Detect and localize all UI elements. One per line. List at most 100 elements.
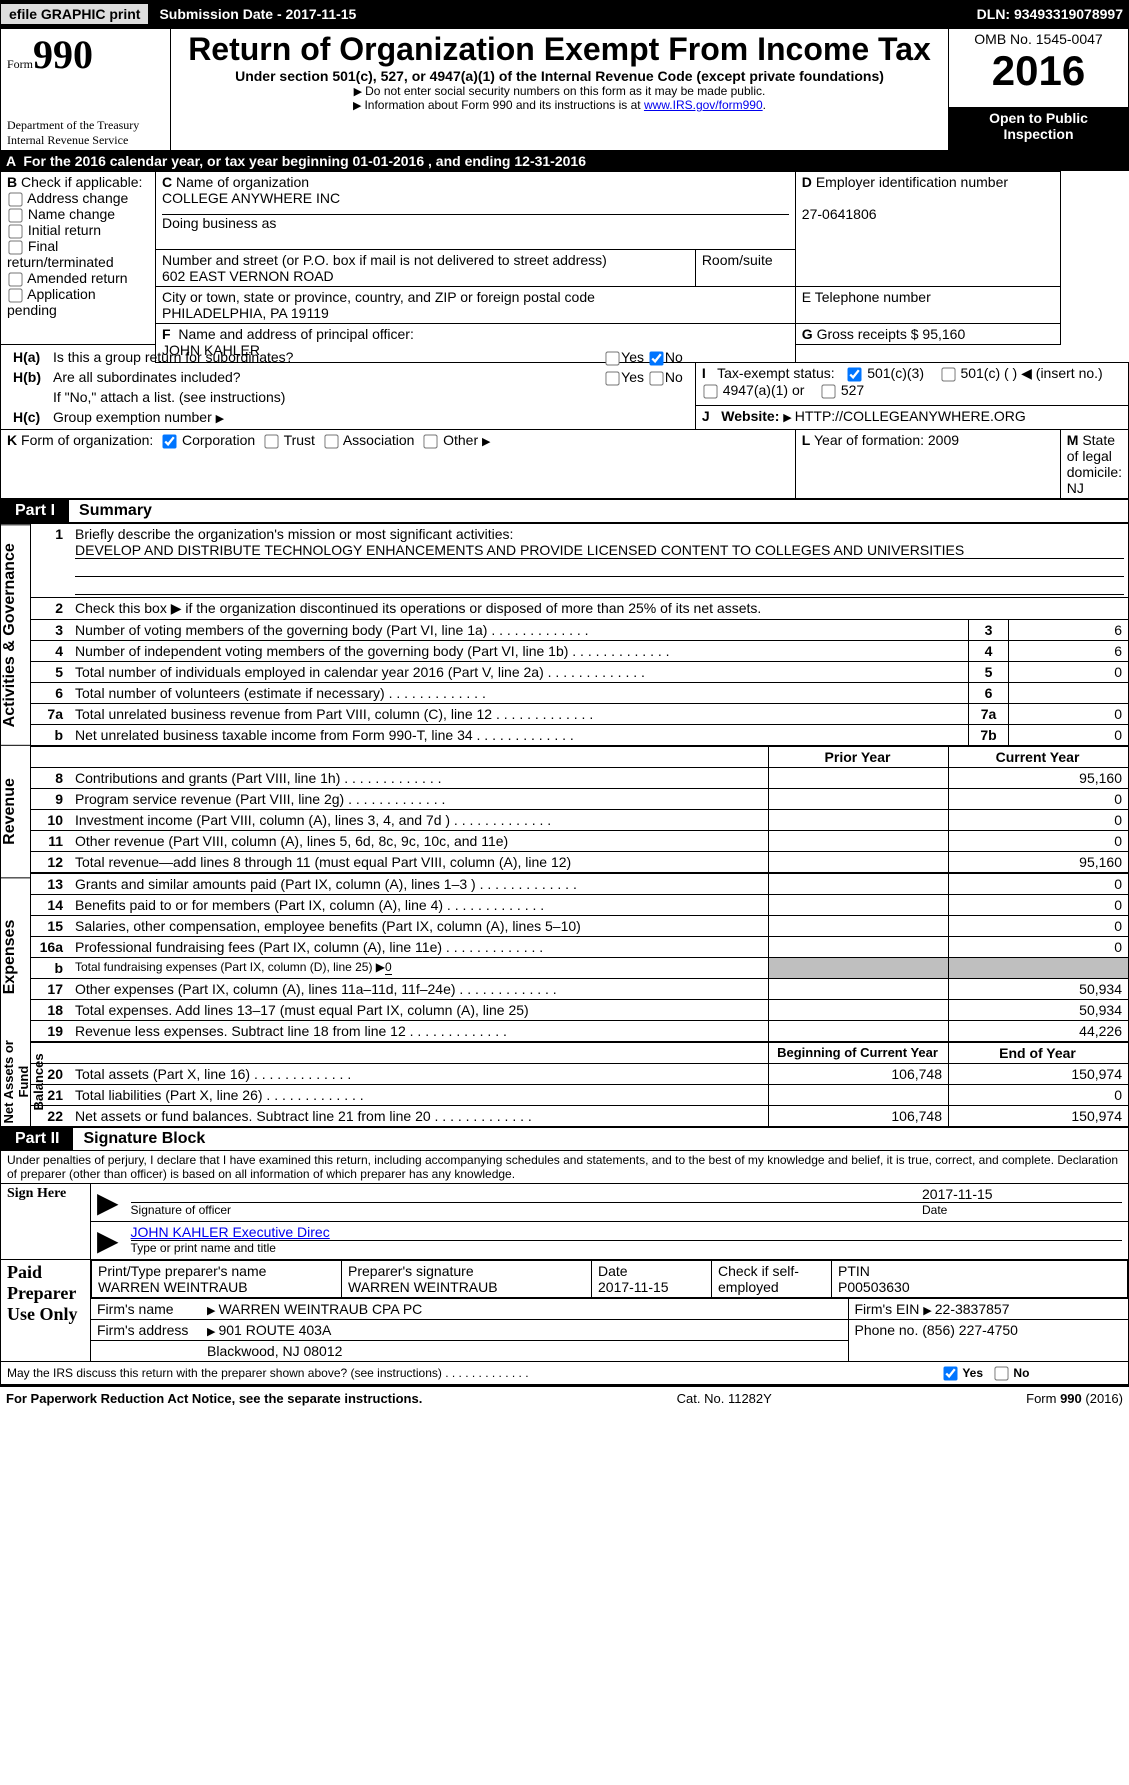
- l19: Revenue less expenses. Subtract line 18 …: [71, 1021, 768, 1041]
- cb-hb-yes[interactable]: [606, 371, 620, 385]
- footer-left: For Paperwork Reduction Act Notice, see …: [6, 1391, 422, 1406]
- cb-501c3[interactable]: [848, 367, 862, 381]
- l2: Check this box ▶ if the organization dis…: [75, 600, 761, 616]
- opt-4947: 4947(a)(1) or: [723, 382, 805, 398]
- return-title: Return of Organization Exempt From Incom…: [177, 31, 942, 68]
- prep-sig: WARREN WEINTRAUB: [348, 1279, 498, 1295]
- irs-link[interactable]: www.IRS.gov/form990: [644, 98, 763, 112]
- hb-yes: Yes: [621, 369, 644, 385]
- discuss-text: May the IRS discuss this return with the…: [7, 1366, 942, 1380]
- cb-final-return[interactable]: [8, 240, 22, 254]
- ptin: P00503630: [838, 1279, 910, 1295]
- cb-name-change[interactable]: [8, 208, 22, 222]
- l6: Total number of volunteers (estimate if …: [71, 683, 968, 703]
- v7b: 0: [1008, 725, 1128, 745]
- ha-yes: Yes: [621, 349, 644, 365]
- c14: 0: [948, 895, 1128, 915]
- cb-4947[interactable]: [703, 384, 717, 398]
- firm-ein: 22-3837857: [935, 1301, 1010, 1317]
- c9: 0: [948, 789, 1128, 809]
- street-val: 602 EAST VERNON ROAD: [162, 268, 334, 284]
- firm-addr2: Blackwood, NJ 08012: [201, 1341, 848, 1362]
- sig-officer-lbl: Signature of officer: [131, 1203, 922, 1217]
- omb-num: 1545-0047: [1036, 31, 1103, 47]
- curr-hdr: Current Year: [948, 747, 1128, 767]
- gross-val: 95,160: [922, 326, 965, 342]
- cb-hb-no[interactable]: [649, 371, 663, 385]
- form-word: Form: [7, 57, 33, 71]
- cb-application-pending[interactable]: [8, 288, 22, 302]
- cb-527[interactable]: [821, 384, 835, 398]
- opt-trust: Trust: [284, 432, 315, 448]
- opt-corp: Corporation: [182, 432, 255, 448]
- street-lbl: Number and street (or P.O. box if mail i…: [162, 252, 607, 268]
- dept-treasury: Department of the Treasury: [7, 118, 164, 133]
- end-hdr: End of Year: [948, 1043, 1128, 1063]
- opt-initial-return: Initial return: [28, 222, 101, 238]
- cb-association[interactable]: [324, 434, 338, 448]
- cb-discuss-no[interactable]: [994, 1367, 1008, 1381]
- b22: 106,748: [768, 1106, 948, 1126]
- l16b: Total fundraising expenses (Part IX, col…: [75, 960, 385, 974]
- b20: 106,748: [768, 1064, 948, 1084]
- dln-lbl: DLN:: [977, 6, 1014, 22]
- l18: Total expenses. Add lines 13–17 (must eq…: [71, 1000, 768, 1020]
- ein-lbl: Employer identification number: [816, 174, 1008, 190]
- part1-ttl: Summary: [69, 502, 152, 520]
- cb-trust[interactable]: [264, 434, 278, 448]
- e21: 0: [948, 1085, 1128, 1105]
- part1-tag: Part I: [1, 500, 69, 522]
- firm-phone: (856) 227-4750: [922, 1322, 1018, 1338]
- cb-corporation[interactable]: [162, 434, 176, 448]
- l12: Total revenue—add lines 8 through 11 (mu…: [71, 852, 768, 872]
- l11: Other revenue (Part VIII, column (A), li…: [71, 831, 768, 851]
- vlabel-netassets: Net Assets or Fund Balances: [1, 1037, 30, 1127]
- efile-print-button[interactable]: efile GRAPHIC print: [0, 3, 149, 25]
- tax-status-lbl: Tax-exempt status:: [717, 365, 835, 381]
- part1-body: Activities & Governance Revenue Expenses…: [0, 523, 1129, 1127]
- v5: 0: [1008, 662, 1128, 682]
- form-990: 990: [33, 32, 93, 77]
- c13: 0: [948, 874, 1128, 894]
- l10: Investment income (Part VIII, column (A)…: [71, 810, 768, 830]
- l20: Total assets (Part X, line 16): [71, 1064, 768, 1084]
- c15: 0: [948, 916, 1128, 936]
- vlabel-governance: Activities & Governance: [1, 524, 30, 745]
- open-inspection: Open to Public Inspection: [949, 108, 1129, 151]
- l16bv: 0: [385, 960, 392, 975]
- footer-mid: Cat. No. 11282Y: [677, 1391, 772, 1406]
- opt-address-change: Address change: [27, 190, 128, 206]
- cb-501c[interactable]: [941, 367, 955, 381]
- city-lbl: City or town, state or province, country…: [162, 289, 595, 305]
- cb-ha-yes[interactable]: [606, 351, 620, 365]
- domicile-val: NJ: [1067, 480, 1084, 496]
- cb-initial-return[interactable]: [8, 224, 22, 238]
- vlabel-revenue: Revenue: [1, 745, 30, 877]
- c11: 0: [948, 831, 1128, 851]
- discuss-no: No: [1013, 1366, 1029, 1380]
- cb-amended[interactable]: [8, 272, 22, 286]
- l21: Total liabilities (Part X, line 26): [71, 1085, 768, 1105]
- footer-right: Form 990 (2016): [1026, 1391, 1123, 1406]
- l22: Net assets or fund balances. Subtract li…: [71, 1106, 768, 1126]
- ein-val: 27-0641806: [802, 206, 877, 222]
- paid-preparer-lbl: Paid Preparer Use Only: [1, 1260, 91, 1362]
- prep-date-lbl: Date: [598, 1263, 628, 1279]
- dln-label: DLN: 93493319078997: [971, 6, 1129, 22]
- prep-sig-lbl: Preparer's signature: [348, 1263, 474, 1279]
- cb-other[interactable]: [424, 434, 438, 448]
- signature-block: Sign Here ▶ 2017-11-15 Signature of offi…: [0, 1183, 1129, 1362]
- officer-signed[interactable]: JOHN KAHLER Executive Direc: [131, 1224, 330, 1240]
- l7a: Total unrelated business revenue from Pa…: [71, 704, 968, 724]
- cb-ha-no[interactable]: [649, 351, 663, 365]
- phone-lbl: E Telephone number: [802, 289, 931, 305]
- line-a-text: For the 2016 calendar year, or tax year …: [23, 153, 352, 169]
- part1-header: Part I Summary: [0, 499, 1129, 523]
- gross-lbl: Gross receipts $: [817, 326, 923, 342]
- l14: Benefits paid to or for members (Part IX…: [71, 895, 768, 915]
- prior-hdr: Prior Year: [768, 747, 948, 767]
- cb-address-change[interactable]: [8, 192, 22, 206]
- part2-tag: Part II: [1, 1128, 73, 1150]
- cb-discuss-yes[interactable]: [943, 1367, 957, 1381]
- prep-name-lbl: Print/Type preparer's name: [98, 1263, 266, 1279]
